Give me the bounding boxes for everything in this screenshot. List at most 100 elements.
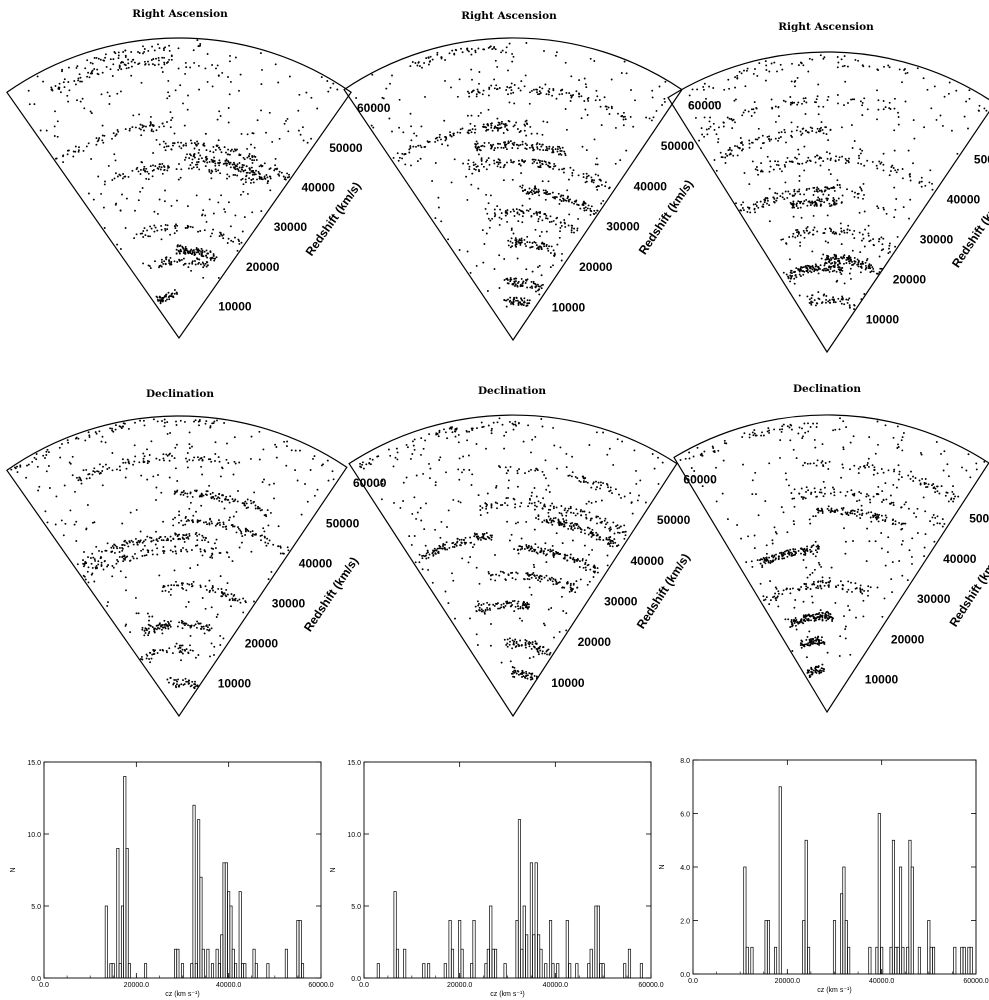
galaxy-point [560,259,563,262]
galaxy-point [186,495,189,498]
galaxy-point [524,646,527,649]
galaxy-point [596,95,599,98]
galaxy-point [576,229,579,232]
galaxy-point [477,604,480,607]
galaxy-point [194,680,196,683]
galaxy-point [490,506,493,509]
galaxy-point [160,228,163,231]
galaxy-point [440,547,442,550]
galaxy-point [93,467,96,470]
galaxy-point [595,186,598,188]
galaxy-point [694,116,697,119]
galaxy-point [85,468,88,471]
galaxy-point [598,538,601,541]
galaxy-point [355,97,358,99]
galaxy-point [229,166,232,169]
galaxy-point [194,489,196,492]
galaxy-point [438,133,441,136]
galaxy-point [754,138,757,141]
galaxy-point [285,445,288,448]
galaxy-point [198,249,201,252]
galaxy-point [629,115,632,118]
galaxy-point [279,552,282,555]
galaxy-point [410,125,413,128]
galaxy-point [593,209,596,212]
galaxy-point [533,158,535,161]
galaxy-point [893,107,896,110]
galaxy-point [86,570,89,573]
galaxy-point [807,265,810,267]
galaxy-point [253,146,256,149]
galaxy-point [124,461,127,464]
galaxy-point [535,467,538,470]
galaxy-point [240,178,243,181]
galaxy-point [506,209,509,212]
galaxy-point [581,510,584,513]
galaxy-point [527,209,530,212]
galaxy-point [849,256,852,259]
galaxy-point [754,203,757,206]
galaxy-point [143,455,146,458]
galaxy-point [240,241,243,244]
galaxy-point [205,537,207,540]
galaxy-point [528,241,531,244]
galaxy-point [605,537,608,539]
galaxy-point [786,156,789,159]
galaxy-point [507,479,510,482]
galaxy-point [210,554,213,557]
galaxy-point [476,600,479,603]
galaxy-point [259,52,262,55]
galaxy-point [519,130,522,132]
galaxy-point [584,566,587,569]
galaxy-point [201,534,204,537]
galaxy-point [541,160,544,163]
galaxy-point [237,526,239,529]
galaxy-point [362,467,365,470]
galaxy-point [166,121,168,123]
galaxy-point [510,302,512,305]
galaxy-point [198,253,201,255]
galaxy-point [132,540,134,543]
galaxy-point [489,194,492,197]
galaxy-point [582,176,585,179]
galaxy-point [487,424,490,427]
galaxy-point [227,161,230,164]
galaxy-point [894,208,897,211]
galaxy-point [827,95,830,98]
galaxy-point [136,557,138,560]
galaxy-point [184,492,187,495]
galaxy-point [730,117,733,120]
galaxy-point [508,42,511,45]
galaxy-point [475,533,478,536]
galaxy-point [494,59,497,62]
galaxy-point [840,126,843,129]
galaxy-point [864,264,867,267]
galaxy-point [204,132,207,135]
galaxy-point [168,49,171,52]
galaxy-point [836,264,839,267]
galaxy-point [175,248,178,251]
galaxy-point [867,265,870,268]
galaxy-point [866,159,869,162]
galaxy-point [552,577,555,580]
galaxy-point [817,291,820,294]
galaxy-point [173,678,176,681]
galaxy-point [509,296,512,299]
galaxy-point [121,547,124,550]
galaxy-point [867,232,870,235]
galaxy-point [582,477,585,479]
galaxy-point [236,163,239,166]
galaxy-point [206,256,209,259]
galaxy-point [226,177,228,180]
galaxy-point [164,46,167,49]
galaxy-point [155,138,158,141]
galaxy-point [793,190,796,193]
galaxy-point [212,548,215,550]
galaxy-point [514,243,517,246]
galaxy-point [198,424,200,427]
galaxy-point [893,149,896,152]
galaxy-point [111,469,114,472]
galaxy-point [535,190,538,193]
galaxy-point [768,170,771,173]
galaxy-point [514,283,517,286]
